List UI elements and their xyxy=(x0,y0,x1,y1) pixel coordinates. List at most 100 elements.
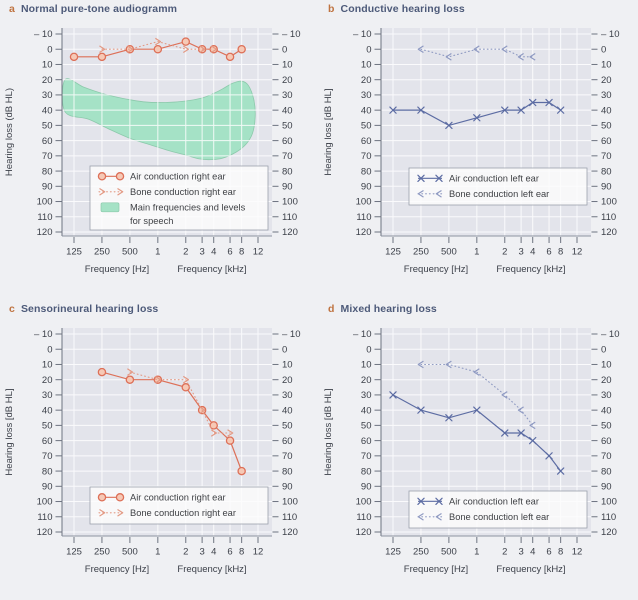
panel-d-title: d Mixed hearing loss xyxy=(328,303,437,315)
svg-text:90: 90 xyxy=(361,182,372,193)
svg-text:Bone conduction left ear: Bone conduction left ear xyxy=(449,189,549,199)
svg-text:100: 100 xyxy=(37,197,53,208)
svg-text:50: 50 xyxy=(601,421,612,432)
panel-b-letter: b xyxy=(328,3,335,15)
svg-text:3: 3 xyxy=(518,247,523,258)
svg-text:0: 0 xyxy=(366,44,371,55)
svg-text:30: 30 xyxy=(361,390,372,401)
svg-text:60: 60 xyxy=(42,436,53,447)
svg-text:90: 90 xyxy=(361,482,372,493)
svg-text:90: 90 xyxy=(282,182,293,193)
svg-text:2: 2 xyxy=(502,547,507,558)
svg-text:70: 70 xyxy=(361,151,372,162)
svg-text:12: 12 xyxy=(253,547,264,558)
panel-b-title-text: Conductive hearing loss xyxy=(340,3,465,15)
svg-text:60: 60 xyxy=(361,136,372,147)
svg-text:80: 80 xyxy=(282,466,293,477)
svg-text:60: 60 xyxy=(361,436,372,447)
svg-text:90: 90 xyxy=(282,482,293,493)
svg-text:10: 10 xyxy=(361,60,372,71)
panel-a: a Normal pure-tone audiogramm – 10 – 10 0 0 1… xyxy=(0,0,319,300)
svg-text:110: 110 xyxy=(356,512,371,523)
svg-text:20: 20 xyxy=(42,375,53,386)
y-axis-title: Hearing loss (dB HL) xyxy=(4,88,15,176)
svg-text:1: 1 xyxy=(155,247,160,258)
svg-text:Main frequencies and levels: Main frequencies and levels xyxy=(130,203,246,213)
svg-text:100: 100 xyxy=(282,197,298,208)
svg-text:6: 6 xyxy=(227,547,232,558)
svg-text:80: 80 xyxy=(601,466,612,477)
svg-text:30: 30 xyxy=(601,90,612,101)
svg-text:70: 70 xyxy=(282,451,293,462)
svg-text:50: 50 xyxy=(361,121,372,132)
svg-text:40: 40 xyxy=(42,105,53,116)
svg-text:10: 10 xyxy=(601,60,612,71)
svg-text:4: 4 xyxy=(530,547,535,558)
svg-text:20: 20 xyxy=(361,375,372,386)
svg-text:2: 2 xyxy=(183,547,188,558)
panel-c-letter: c xyxy=(9,303,15,315)
panel-d-letter: d xyxy=(328,303,335,315)
svg-text:Bone conduction right ear: Bone conduction right ear xyxy=(130,508,236,518)
svg-text:80: 80 xyxy=(282,166,293,177)
series-bone-conduction-right-ear xyxy=(99,37,218,54)
svg-text:60: 60 xyxy=(601,136,612,147)
svg-text:60: 60 xyxy=(601,436,612,447)
svg-text:0: 0 xyxy=(601,344,606,355)
svg-text:4: 4 xyxy=(211,547,216,558)
svg-text:10: 10 xyxy=(361,360,372,371)
svg-text:10: 10 xyxy=(42,360,53,371)
svg-text:2: 2 xyxy=(502,247,507,258)
svg-text:Air conduction right ear: Air conduction right ear xyxy=(130,172,226,182)
svg-text:1: 1 xyxy=(474,547,479,558)
svg-text:500: 500 xyxy=(122,247,138,258)
svg-text:250: 250 xyxy=(413,547,429,558)
svg-text:40: 40 xyxy=(601,105,612,116)
svg-text:– 10: – 10 xyxy=(353,29,372,40)
svg-text:30: 30 xyxy=(601,390,612,401)
axes xyxy=(55,328,279,543)
svg-text:40: 40 xyxy=(282,105,293,116)
x-axis-title-khz: Frequency [kHz] xyxy=(496,264,565,275)
y-axis-title: Hearing loss [dB HL] xyxy=(323,388,334,475)
tick-labels: – 10 – 10 0 0 10 10 20 20 30 30 40 40 50 50 60 60 70 70 80… xyxy=(4,29,301,275)
svg-text:20: 20 xyxy=(42,75,53,86)
x-axis-title-khz: Frequency [kHz] xyxy=(177,564,246,575)
svg-text:80: 80 xyxy=(601,166,612,177)
svg-text:12: 12 xyxy=(572,547,583,558)
svg-text:6: 6 xyxy=(227,247,232,258)
svg-text:90: 90 xyxy=(601,182,612,193)
audiogram-chart-b: – 10 – 10 0 0 10 10 20 20 30 30 40 40 50 50 60 60 70 70 80… xyxy=(323,28,620,275)
svg-text:50: 50 xyxy=(282,421,293,432)
svg-text:100: 100 xyxy=(601,497,617,508)
series-air-conduction-right-ear xyxy=(97,367,246,476)
svg-text:40: 40 xyxy=(42,405,53,416)
svg-text:125: 125 xyxy=(385,247,401,258)
svg-text:8: 8 xyxy=(239,547,244,558)
svg-text:90: 90 xyxy=(42,482,53,493)
svg-text:30: 30 xyxy=(282,390,293,401)
svg-text:1: 1 xyxy=(155,547,160,558)
svg-text:80: 80 xyxy=(361,166,372,177)
tick-labels: – 10 – 10 0 0 10 10 20 20 30 30 40 40 50 50 60 60 70 70 80… xyxy=(4,329,301,575)
svg-text:120: 120 xyxy=(601,527,617,538)
audiogram-chart-c: – 10 – 10 0 0 10 10 20 20 30 30 40 40 50 50 60 60 70 70 80… xyxy=(4,328,301,575)
legend: Air conduction right ear Bone conduction … xyxy=(89,486,269,525)
svg-text:250: 250 xyxy=(94,547,110,558)
panel-a-title: a Normal pure-tone audiogramm xyxy=(9,3,177,15)
axes xyxy=(374,328,598,543)
svg-text:20: 20 xyxy=(282,75,293,86)
svg-text:500: 500 xyxy=(441,547,457,558)
svg-text:50: 50 xyxy=(361,421,372,432)
svg-text:0: 0 xyxy=(282,44,287,55)
svg-text:70: 70 xyxy=(42,151,53,162)
x-axis-title-khz: Frequency [kHz] xyxy=(496,564,565,575)
svg-text:40: 40 xyxy=(282,405,293,416)
svg-text:1: 1 xyxy=(474,247,479,258)
svg-text:125: 125 xyxy=(385,547,401,558)
svg-text:110: 110 xyxy=(601,512,616,523)
svg-text:0: 0 xyxy=(601,44,606,55)
svg-text:10: 10 xyxy=(42,60,53,71)
svg-text:4: 4 xyxy=(530,247,535,258)
speech-area xyxy=(61,78,256,161)
